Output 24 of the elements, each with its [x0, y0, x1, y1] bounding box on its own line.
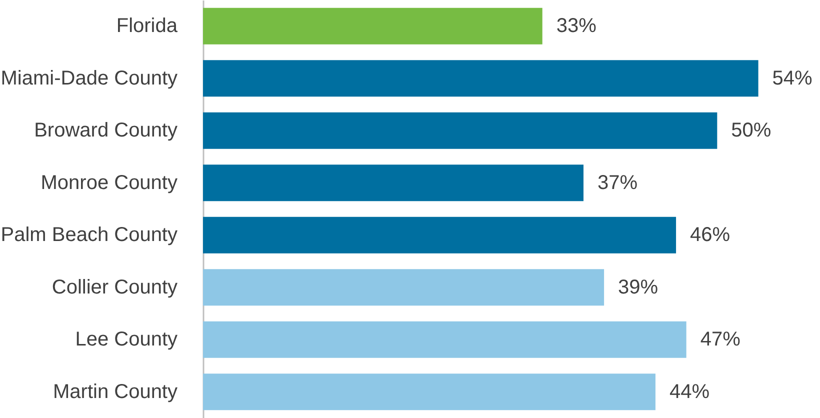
y-tick-label: Palm Beach County	[0, 224, 178, 246]
bar	[203, 60, 758, 97]
data-label: 44%	[669, 380, 710, 403]
bar	[203, 321, 686, 358]
y-tick-label: Florida	[116, 15, 178, 38]
y-tick-label: Lee County	[75, 328, 178, 351]
y-tick-label: Miami-Dade County	[0, 67, 178, 90]
bar	[203, 8, 542, 44]
bar	[203, 269, 604, 306]
data-label: 54%	[772, 67, 813, 90]
bar	[203, 216, 676, 254]
y-tick-label: Martin County	[53, 380, 178, 403]
y-tick-label: Collier County	[52, 276, 178, 298]
y-tick-label: Monroe County	[40, 172, 178, 194]
bar	[203, 164, 584, 202]
bar	[203, 112, 718, 149]
data-label: 50%	[731, 120, 772, 142]
data-label: 47%	[700, 328, 741, 351]
y-tick-label: Broward County	[34, 120, 178, 142]
data-label: 39%	[618, 276, 658, 298]
data-label: 33%	[556, 15, 597, 38]
bar	[203, 374, 656, 410]
data-label: 46%	[690, 224, 730, 246]
data-label: 37%	[597, 172, 638, 194]
